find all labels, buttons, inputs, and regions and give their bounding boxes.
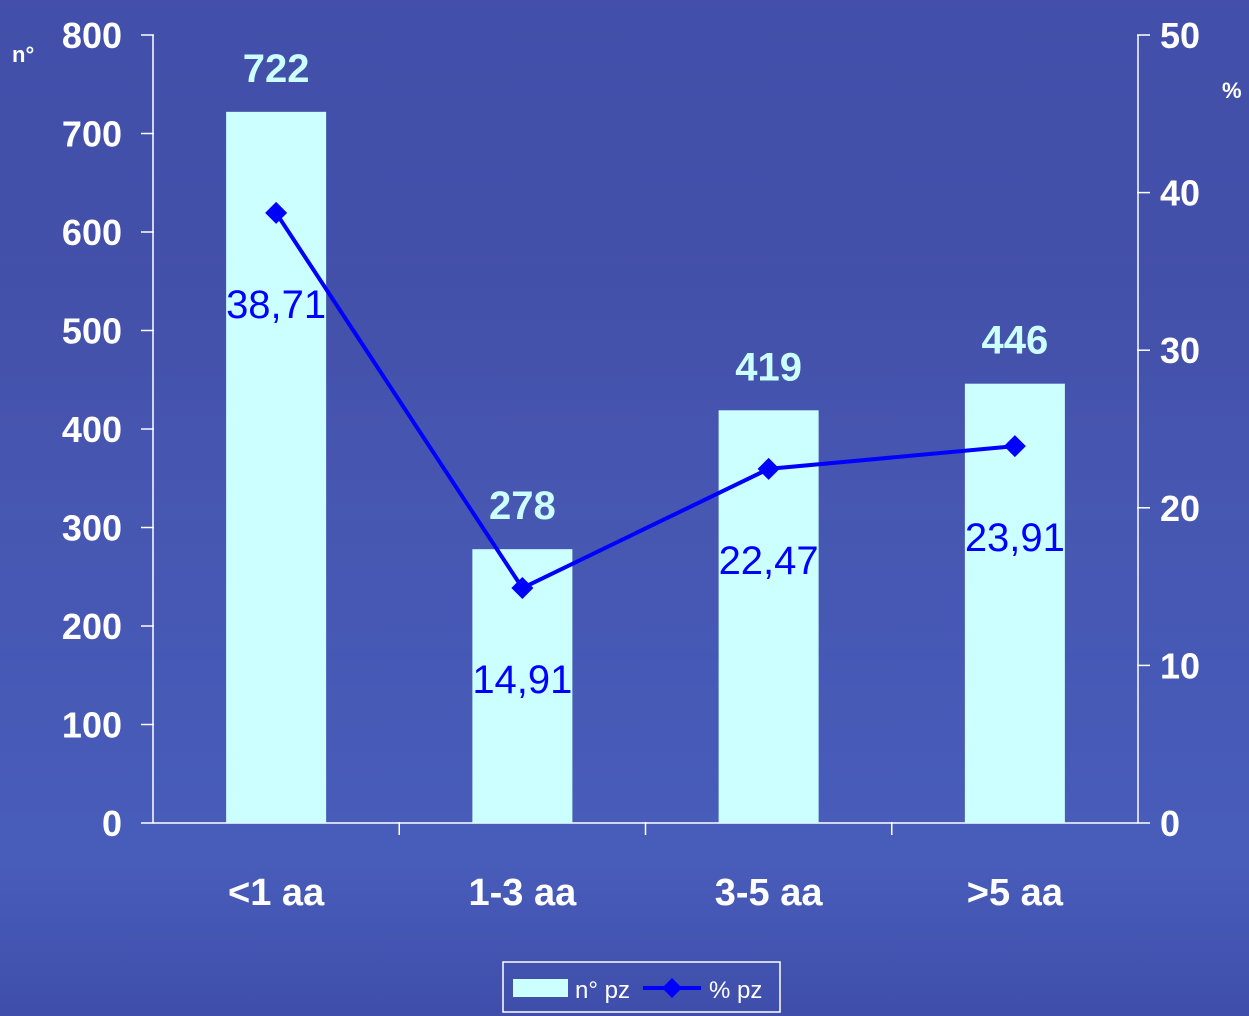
legend: n° pz % pz (502, 961, 781, 1013)
y-left-tick-label: 800 (62, 15, 122, 56)
line-layer (265, 201, 1026, 600)
line-value-label: 23,91 (965, 516, 1065, 560)
bar-value-label: 722 (243, 47, 310, 91)
legend-box (502, 961, 781, 1013)
y-left-tick-label: 300 (62, 508, 122, 549)
percent-line (274, 211, 1016, 591)
line-value-label: 38,71 (226, 283, 326, 327)
legend-bar-swatch (513, 979, 568, 997)
y-left-tick-label: 0 (102, 803, 122, 844)
legend-line-label: % pz (709, 977, 762, 1004)
bar (226, 111, 327, 823)
y-left-tick-label: 100 (62, 705, 122, 746)
line-value-label: 14,91 (472, 658, 572, 702)
x-tick-label: 1-3 aa (469, 872, 578, 914)
y-left-tick-label: 400 (62, 409, 122, 450)
line-point-marker (1003, 435, 1026, 458)
bar-value-label: 278 (489, 484, 556, 528)
x-tick-label: <1 aa (228, 872, 325, 914)
line-value-label: 22,47 (719, 539, 819, 583)
line-point-marker (511, 577, 534, 600)
legend-bar-label: n° pz (575, 977, 630, 1004)
y-left-tick-label: 500 (62, 311, 122, 352)
y-right-axis-label: % (1222, 78, 1242, 103)
bar-value-label: 446 (982, 319, 1049, 363)
line-point-marker (757, 457, 780, 480)
legend-line-marker (662, 978, 682, 998)
y-right-tick-label: 50 (1160, 15, 1200, 56)
x-tick-label: >5 aa (967, 872, 1064, 914)
y-left-tick-label: 200 (62, 606, 122, 647)
labels-layer: 722 278 419 446 38,71 14,91 22,47 23,91 (226, 47, 1065, 702)
y-right-tick-label: 0 (1160, 803, 1180, 844)
y-right-tick-label: 30 (1160, 330, 1200, 371)
y-right-tick-label: 10 (1160, 645, 1200, 686)
y-right-tick-label: 20 (1160, 488, 1200, 529)
y-left-tick-label: 600 (62, 212, 122, 253)
y-right-tick-label: 40 (1160, 173, 1200, 214)
x-tick-label: 3-5 aa (715, 872, 824, 914)
line-point-marker (265, 201, 288, 224)
y-left-axis-label: n° (12, 42, 34, 67)
bar-value-label: 419 (735, 345, 802, 389)
y-left-tick-label: 700 (62, 114, 122, 155)
